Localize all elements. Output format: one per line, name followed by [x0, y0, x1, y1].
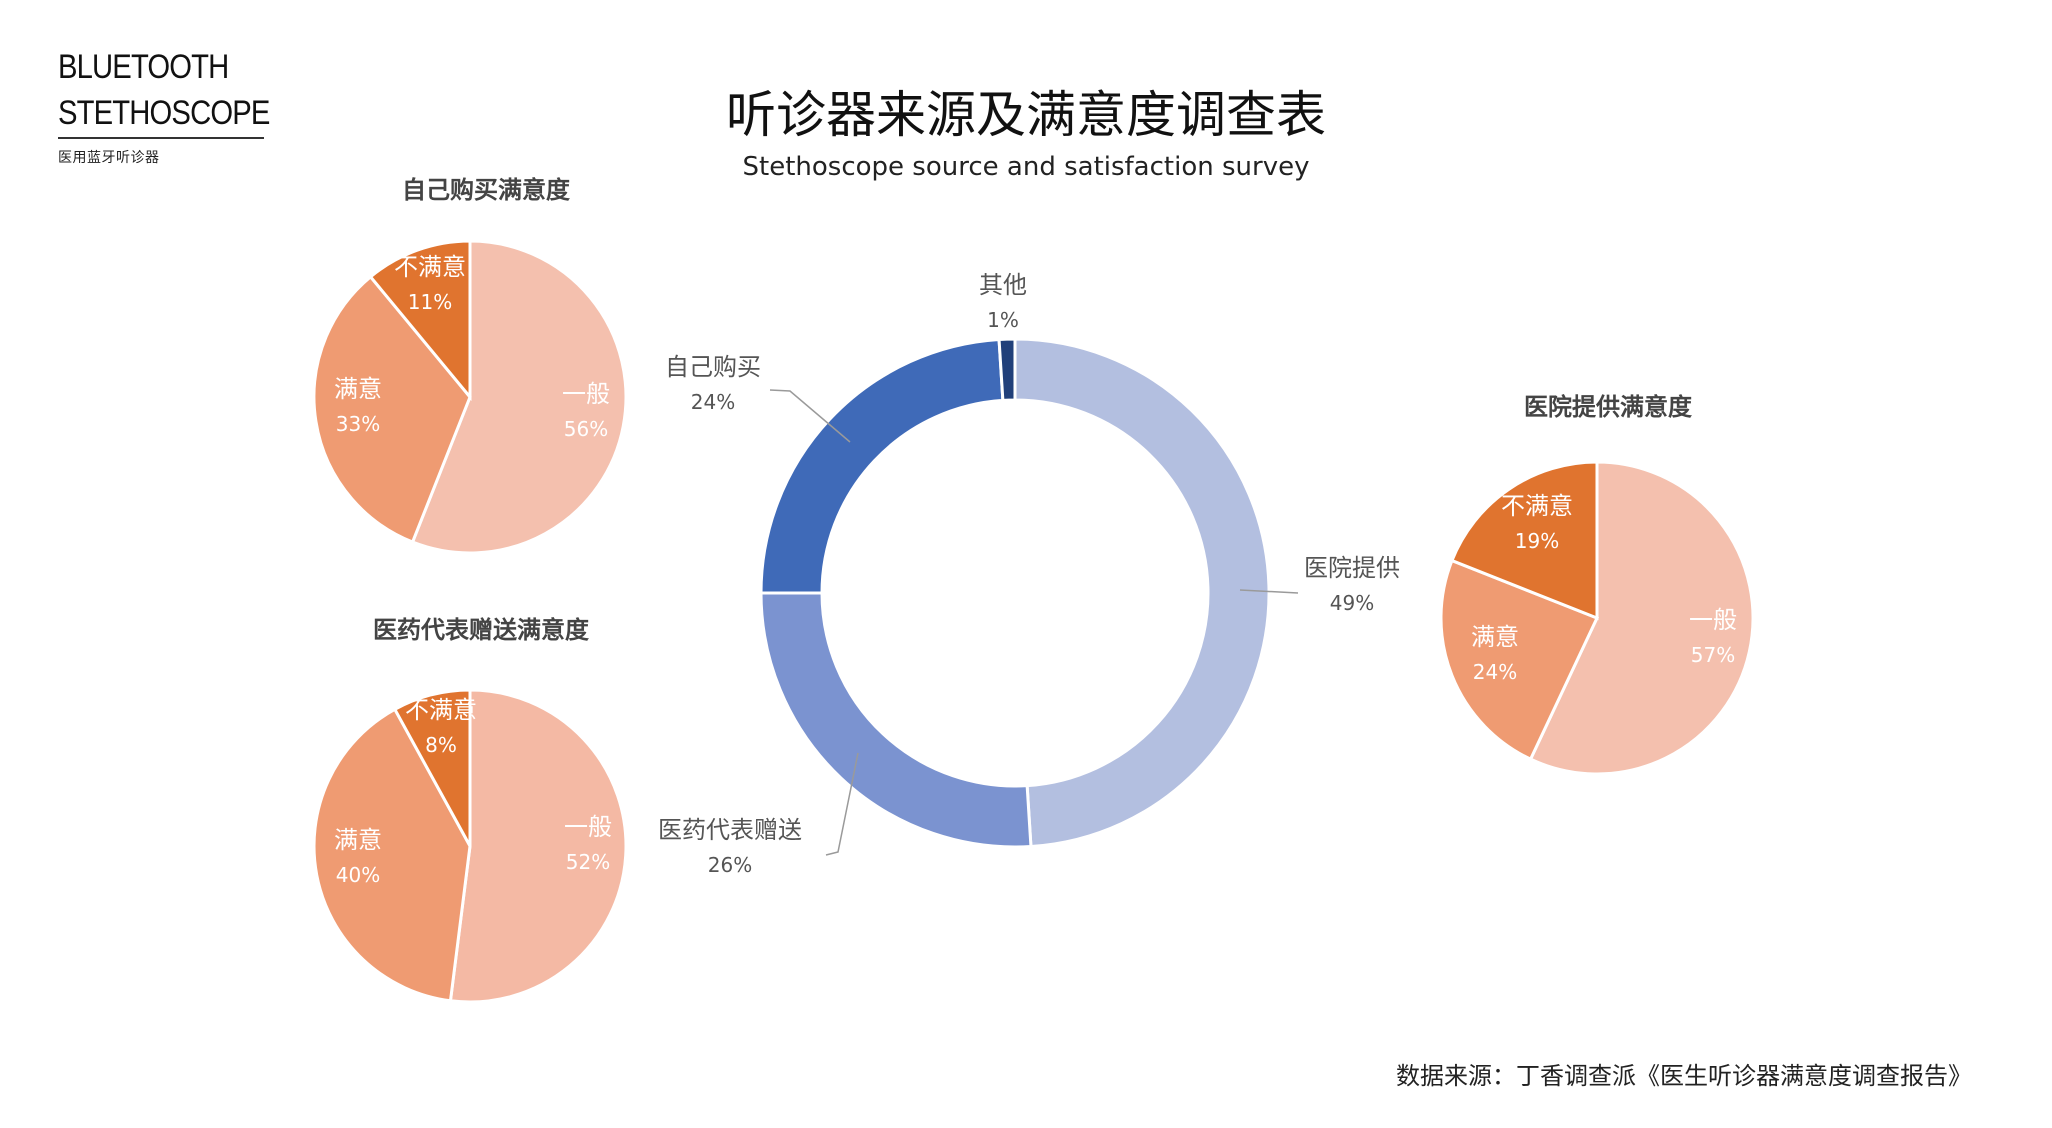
- slice-value-label: 19%: [1515, 529, 1559, 553]
- leader-line: [769, 389, 851, 443]
- slice-value-label: 33%: [336, 412, 380, 436]
- slice-value-label: 40%: [336, 863, 380, 887]
- slice-2: [759, 591, 1033, 849]
- slice-value-label: 24%: [691, 390, 735, 414]
- slice-category-label: 满意: [1471, 623, 1519, 651]
- chart-title: 医药代表赠送满意度: [373, 616, 590, 644]
- slice-1: [448, 688, 628, 1004]
- slice-value-label: 26%: [708, 853, 752, 877]
- slice-value-label: 52%: [566, 850, 610, 874]
- slice-category-label: 自己购买: [665, 353, 761, 381]
- satisfaction-pie-chart-3: 一般 57% 满意 24% 不满意 19%: [1439, 460, 1755, 776]
- slice-2: [1439, 558, 1600, 762]
- slice-1: [1013, 337, 1271, 849]
- slice-category-label: 满意: [334, 826, 382, 854]
- slice-1: [410, 239, 628, 555]
- slice-2: [312, 274, 472, 544]
- slice-category-label: 医药代表赠送: [658, 816, 802, 844]
- logo-line-2: STETHOSCOPE: [58, 94, 270, 132]
- page-title: 听诊器来源及满意度调查表: [726, 86, 1326, 144]
- chart-title: 自己购买满意度: [402, 176, 571, 204]
- slice-2: [312, 707, 472, 1003]
- slice-value-label: 24%: [1473, 660, 1517, 684]
- slice-1: [1528, 460, 1755, 776]
- slice-category-label: 不满意: [405, 696, 477, 724]
- slice-value-label: 11%: [408, 290, 452, 314]
- slice-3: [1450, 460, 1599, 621]
- leader-line: [825, 752, 859, 856]
- slice-value-label: 56%: [564, 417, 608, 441]
- slice-category-label: 一般: [1689, 606, 1737, 634]
- slice-category-label: 满意: [334, 375, 382, 403]
- slice-value-label: 57%: [1691, 643, 1735, 667]
- satisfaction-pie-chart-1: 一般 56% 满意 33% 不满意 11%: [312, 239, 628, 555]
- leader-line: [1239, 589, 1299, 594]
- slice-3: [368, 239, 472, 402]
- slice-category-label: 不满意: [394, 253, 466, 281]
- logo-subtitle: 医用蓝牙听诊器: [58, 150, 160, 166]
- slice-value-label: 1%: [987, 308, 1019, 332]
- slice-category-label: 一般: [562, 380, 610, 408]
- logo-divider: [58, 137, 264, 139]
- slice-category-label: 不满意: [1501, 492, 1573, 520]
- page-subtitle: Stethoscope source and satisfaction surv…: [742, 152, 1310, 182]
- logo: BLUETOOTH STETHOSCOPE 医用蓝牙听诊器: [58, 44, 304, 167]
- slice-value-label: 49%: [1330, 591, 1374, 615]
- satisfaction-pie-chart-2: 一般 52% 满意 40% 不满意 8%: [312, 688, 628, 1004]
- slice-value-label: 8%: [425, 733, 457, 757]
- slice-category-label: 其他: [979, 271, 1027, 299]
- source-donut-chart: 医院提供 49% 医药代表赠送 26% 自己购买 24% 其他 1%: [658, 271, 1400, 877]
- slice-3: [392, 688, 472, 847]
- slice-category-label: 医院提供: [1304, 554, 1400, 582]
- slice-category-label: 一般: [564, 813, 612, 841]
- logo-line-1: BLUETOOTH: [58, 48, 229, 86]
- chart-title: 医院提供满意度: [1524, 393, 1693, 421]
- slice-4: [997, 337, 1017, 402]
- source-note: 数据来源：丁香调查派《医生听诊器满意度调查报告》: [1396, 1062, 1972, 1090]
- slice-3: [759, 337, 1005, 595]
